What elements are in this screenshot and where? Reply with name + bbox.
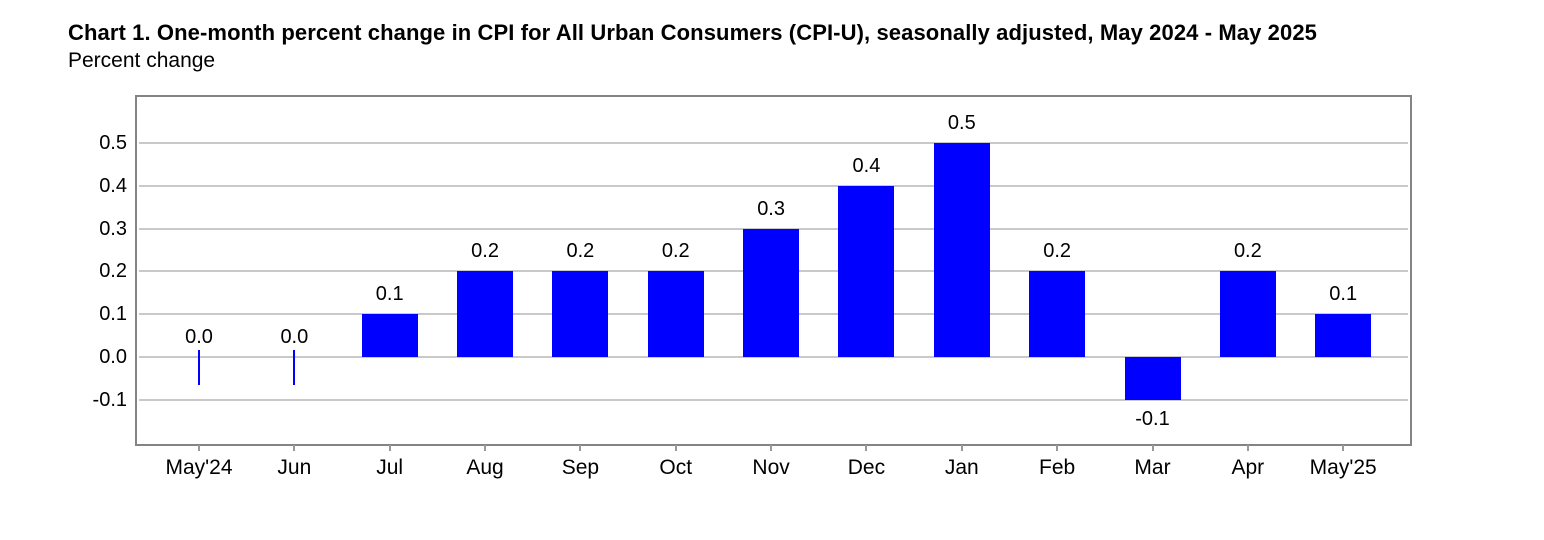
y-tick-label: 0.5	[99, 132, 127, 154]
x-axis-tick	[865, 445, 868, 451]
x-axis-tick	[388, 445, 391, 451]
x-tick-label: Aug	[466, 456, 504, 479]
x-axis-tick	[484, 445, 487, 451]
x-tick-label: Feb	[1039, 456, 1076, 479]
y-tick-label: 0.2	[99, 260, 127, 283]
x-axis-tick	[198, 445, 200, 451]
chart-subtitle: Percent change	[68, 49, 216, 72]
x-axis-tick	[293, 445, 296, 451]
x-tick-label: Sep	[561, 456, 600, 479]
x-tick-label: Mar	[1134, 456, 1171, 479]
bar-value-label: 0.1	[1329, 283, 1358, 306]
bar-value-label: 0.1	[375, 283, 404, 306]
bar-value-label: 0.0	[280, 326, 309, 348]
zero-value-marker	[198, 350, 200, 385]
x-axis-tick	[1246, 445, 1249, 451]
bar-value-label: 0.4	[852, 154, 881, 177]
bar	[457, 271, 514, 357]
bar	[361, 314, 418, 357]
x-tick-label: Jun	[277, 456, 312, 479]
bar	[933, 143, 990, 357]
bar-value-label: 0.2	[471, 240, 499, 263]
bar-value-label: 0.2	[1233, 240, 1262, 263]
x-axis-tick	[674, 445, 677, 451]
y-tick-label: 0.1	[99, 303, 127, 326]
bar	[1029, 271, 1086, 357]
x-axis-tick	[770, 445, 773, 451]
x-axis-tick	[1151, 445, 1154, 451]
bar-value-label: 0.2	[566, 240, 595, 263]
bar	[838, 185, 895, 357]
x-axis-tick	[1056, 445, 1059, 451]
bar	[552, 271, 609, 357]
x-axis-tick	[1342, 445, 1345, 451]
bar-value-label: 0.2	[1043, 240, 1072, 263]
bar-value-label: -0.1	[1135, 407, 1170, 430]
x-tick-label: Nov	[752, 456, 790, 479]
gridline	[139, 142, 1408, 144]
plot-area: 0.0 0.0 0.1 0.2 0.2 0.2 0.3 0.4 0.5 0.2 -0.1 0.2 0.1	[135, 95, 1412, 446]
gridline	[139, 398, 1408, 401]
x-tick-label: May'24	[165, 456, 233, 479]
x-axis-tick	[960, 445, 963, 451]
y-tick-label: -0.1	[92, 388, 127, 411]
bar-value-label: 0.0	[185, 326, 213, 348]
gridline	[139, 356, 1408, 358]
bar-value-label: 0.5	[947, 112, 976, 134]
chart-title: Chart 1. One-month percent change in CPI…	[68, 20, 1318, 45]
y-tick-label: 0.0	[99, 346, 127, 368]
x-tick-label: May'25	[1309, 456, 1377, 479]
x-tick-label: Dec	[847, 456, 886, 479]
x-axis-tick	[579, 445, 582, 451]
bar	[1315, 314, 1372, 357]
y-tick-label: 0.3	[99, 217, 127, 240]
bar	[743, 228, 800, 357]
x-tick-label: Jul	[376, 456, 404, 479]
x-tick-label: Oct	[659, 456, 693, 479]
bar	[647, 271, 704, 357]
x-tick-label: Apr	[1231, 456, 1265, 479]
bar-value-label: 0.2	[661, 240, 690, 263]
zero-value-marker	[293, 350, 296, 385]
gridline	[139, 184, 1408, 187]
y-tick-label: 0.4	[99, 174, 127, 197]
bar	[1219, 271, 1276, 357]
x-tick-label: Jan	[944, 456, 979, 479]
bar	[1124, 357, 1181, 400]
bar-value-label: 0.3	[757, 197, 785, 220]
